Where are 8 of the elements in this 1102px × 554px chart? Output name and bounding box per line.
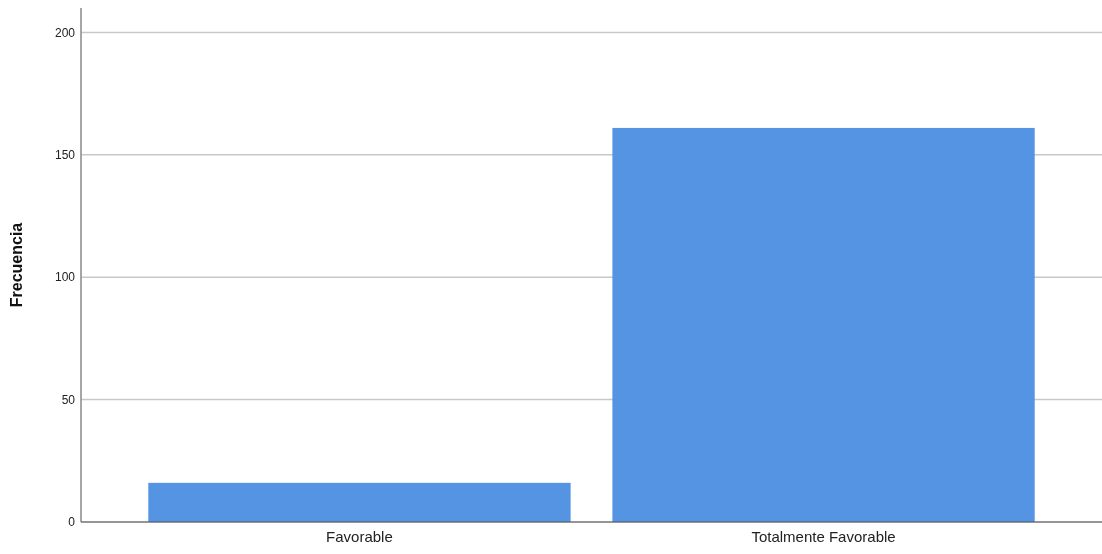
y-tick-label: 100 (54, 270, 76, 285)
x-tick-label: Totalmente Favorable (751, 528, 896, 545)
y-tick-label: 50 (61, 392, 76, 407)
y-tick-label: 200 (54, 25, 76, 40)
x-tick-label: Favorable (326, 528, 393, 545)
y-axis-title: Frecuencia (8, 222, 25, 308)
y-tick-label: 150 (54, 148, 76, 163)
y-tick-label: 0 (68, 515, 76, 530)
